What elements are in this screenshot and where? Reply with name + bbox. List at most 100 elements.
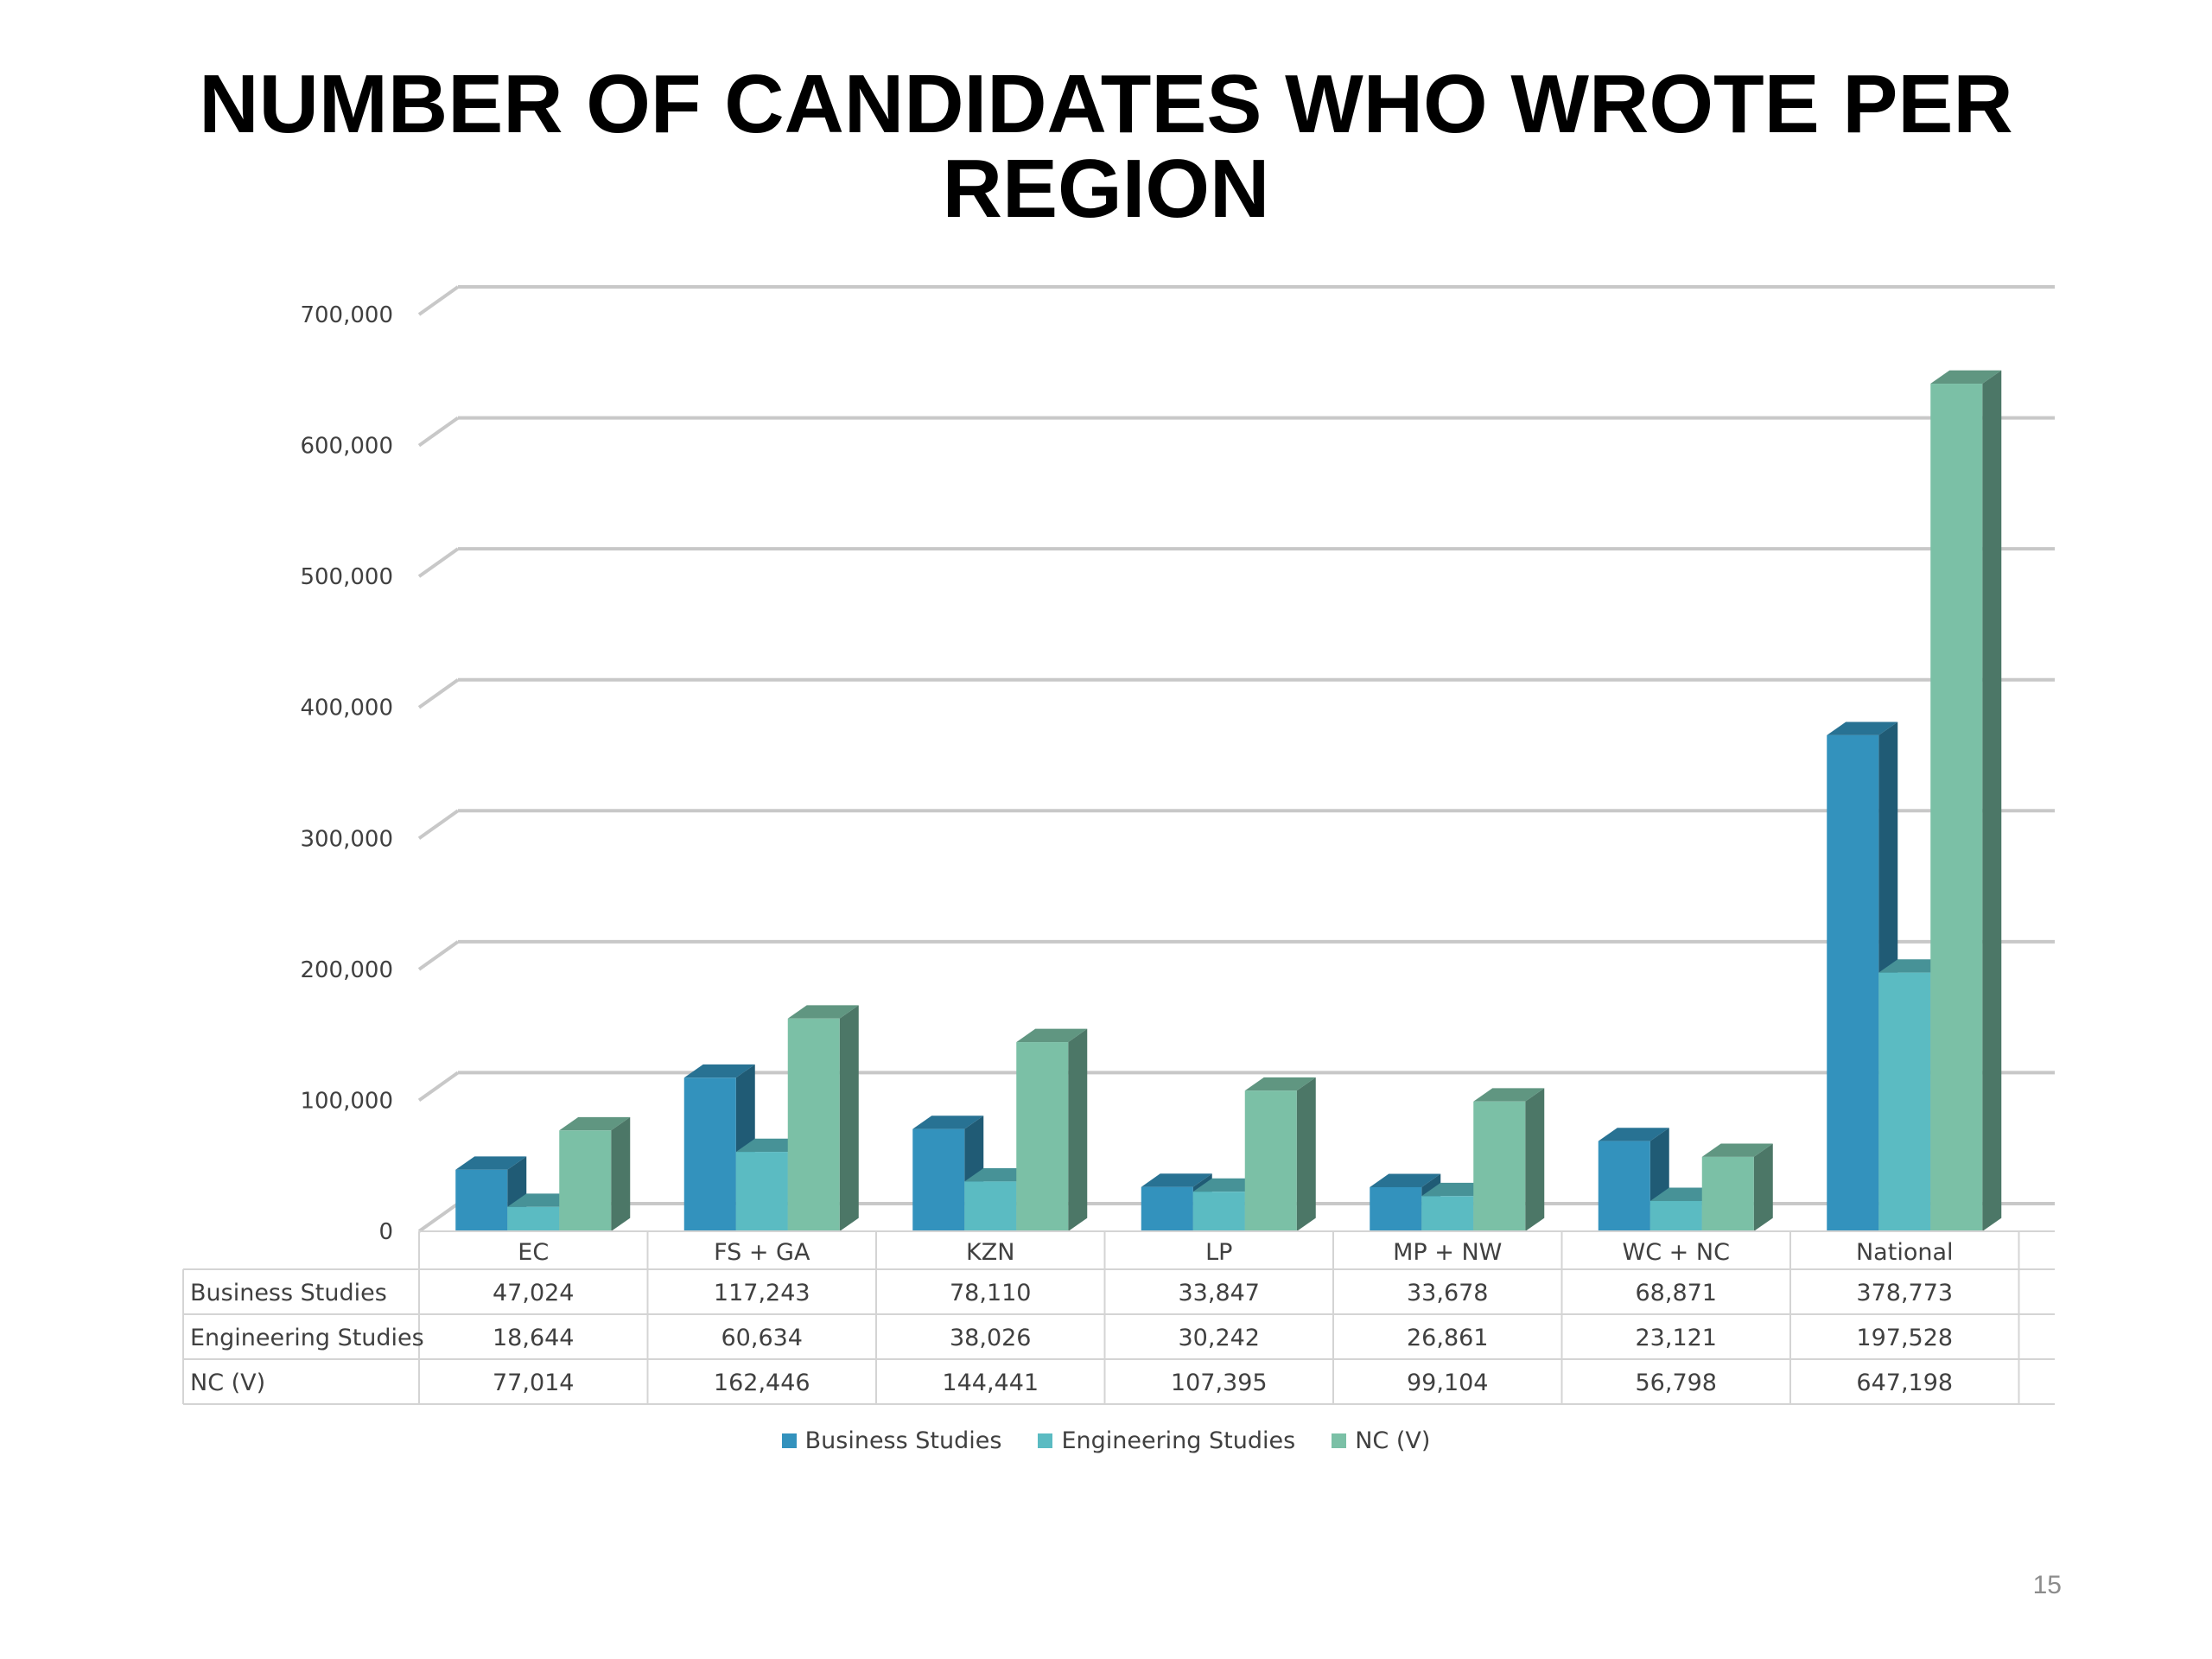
bar-top-business-studies [912,1116,984,1129]
bar-ncv [1930,384,1983,1232]
x-category-label: MP + NW [1393,1239,1502,1266]
x-category-label: WC + NC [1623,1239,1730,1266]
bar-side-ncv [611,1116,631,1231]
bar-ncv [559,1130,612,1231]
bar-top-business-studies [1370,1173,1441,1187]
chart-legend: Business Studies Engineering Studies NC … [0,1427,2212,1454]
y-tick-label: 500,000 [300,564,393,590]
bar-business-studies [1141,1186,1193,1231]
data-label-business-studies: 378,773 [1856,1280,1953,1306]
bar-top-ncv [1930,370,2002,385]
data-label-engineering-studies: 18,644 [493,1325,574,1351]
bar-side-ncv [1753,1143,1773,1231]
y-tick-label: 300,000 [300,826,393,852]
bar-top-business-studies [1827,721,1898,735]
gridline-diagonal [417,678,460,709]
x-category-label: LP [1205,1239,1232,1266]
gridline-diagonal [417,285,460,316]
data-label-business-studies: 78,110 [950,1280,1031,1306]
bar-business-studies [912,1128,965,1231]
bar-top-ncv [559,1116,631,1131]
bar-business-studies [1598,1141,1650,1231]
bar-business-studies [455,1169,508,1231]
x-category-label: KZN [966,1239,1014,1266]
bar-ncv [1473,1101,1526,1231]
data-label-business-studies: 33,678 [1407,1280,1488,1306]
bar-top-ncv [1244,1077,1316,1091]
bar-side-ncv [1982,370,2002,1231]
bar-ncv [1244,1090,1297,1231]
table-series-label-ncv: NC (V) [190,1370,265,1396]
bar-side-ncv [1068,1028,1088,1231]
data-label-engineering-studies: 23,121 [1636,1325,1717,1351]
bar-top-ncv [1473,1088,1545,1102]
y-tick-label: 200,000 [300,957,393,983]
data-label-ncv: 56,798 [1636,1370,1717,1396]
legend-label-engineering-studies: Engineering Studies [1061,1427,1296,1454]
table-series-label-business-studies: Business Studies [190,1280,387,1306]
legend-swatch-business-studies [781,1433,797,1448]
legend-swatch-engineering-studies [1038,1433,1053,1448]
y-tick-label: 0 [378,1219,393,1245]
y-tick-label: 100,000 [300,1088,393,1114]
data-label-engineering-studies: 60,634 [721,1325,803,1351]
bar-engineering-studies [964,1181,1017,1231]
data-label-engineering-studies: 197,528 [1856,1325,1953,1351]
data-label-engineering-studies: 30,242 [1179,1325,1260,1351]
slide-title: NUMBER OF CANDIDATES WHO WROTE PER REGIO… [0,62,2212,232]
bar-top-business-studies [1598,1128,1669,1141]
bar-side-ncv [1525,1088,1545,1231]
bar-top-business-studies [683,1064,755,1078]
data-label-engineering-studies: 38,026 [950,1325,1031,1351]
data-label-ncv: 77,014 [493,1370,574,1396]
gridline-diagonal [417,940,460,971]
bar-top-ncv [1701,1143,1773,1157]
data-label-ncv: 99,104 [1407,1370,1488,1396]
legend-item-business-studies: Business Studies [781,1427,1002,1454]
bar-top-ncv [787,1005,859,1019]
bar-business-studies [1370,1186,1422,1231]
legend-item-engineering-studies: Engineering Studies [1038,1427,1295,1454]
bar-top-business-studies [1141,1173,1212,1187]
bar-engineering-studies [1421,1196,1474,1231]
slide-title-line-1: NUMBER OF CANDIDATES WHO WROTE PER [199,58,2013,150]
bar-engineering-studies [507,1206,560,1231]
data-label-business-studies: 68,871 [1636,1280,1717,1306]
bar-engineering-studies [1192,1192,1245,1231]
bar-engineering-studies [1878,972,1931,1231]
gridline-diagonal [417,547,460,578]
data-label-ncv: 107,395 [1171,1370,1268,1396]
bar-side-ncv [839,1005,859,1231]
data-label-ncv: 162,446 [714,1370,810,1396]
bar-ncv [787,1018,840,1231]
data-label-business-studies: 47,024 [493,1280,574,1306]
legend-item-ncv: NC (V) [1332,1427,1430,1454]
bar-top-business-studies [455,1156,527,1170]
data-label-ncv: 144,441 [942,1370,1039,1396]
bar-business-studies [683,1077,736,1231]
x-category-label: National [1856,1239,1954,1266]
gridline-diagonal [417,416,460,448]
data-label-engineering-studies: 26,861 [1407,1325,1488,1351]
data-label-business-studies: 117,243 [714,1280,810,1306]
gridline-diagonal [417,1071,460,1103]
table-series-label-engineering-studies: Engineering Studies [190,1325,424,1351]
bar-business-studies [1827,734,1879,1231]
x-category-label: EC [518,1239,549,1266]
y-tick-label: 600,000 [300,434,393,460]
legend-swatch-ncv [1332,1433,1347,1448]
legend-label-business-studies: Business Studies [804,1427,1002,1454]
y-tick-label: 400,000 [300,696,393,721]
data-label-business-studies: 33,847 [1179,1280,1260,1306]
bar-ncv [1016,1042,1069,1231]
gridline-diagonal [417,1202,460,1233]
gridline-diagonal [417,809,460,840]
bar-side-ncv [1296,1077,1316,1231]
data-label-ncv: 647,198 [1856,1370,1953,1396]
x-category-label: FS + GA [714,1239,810,1266]
slide-title-line-2: REGION [942,143,1270,235]
bar-engineering-studies [1649,1200,1702,1231]
y-tick-label: 700,000 [300,302,393,328]
page-number: 15 [2032,1571,2062,1599]
